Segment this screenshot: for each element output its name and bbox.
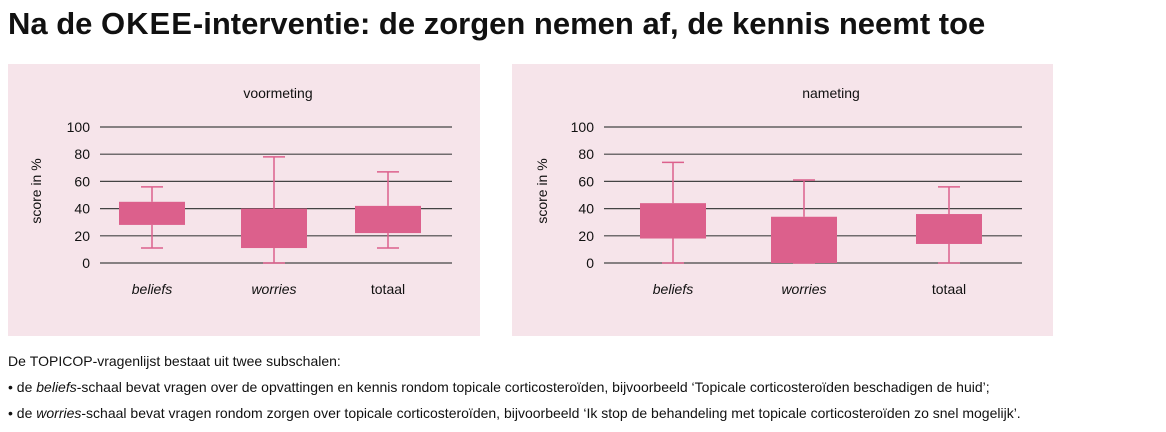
boxplot-voormeting: voormeting 0 20 40 60 80 100 score in % beliefs w… (28, 85, 452, 297)
intro-topicop: TOPICOP (29, 353, 93, 369)
chart-panel-voormeting: voormeting 0 20 40 60 80 100 score in % beliefs w… (8, 64, 480, 336)
boxplot-nameting: nameting 0 20 40 60 80 100 score in % beliefs wor… (534, 85, 1022, 297)
title-prefix: Na de (8, 6, 102, 41)
y-tick-label: 60 (578, 173, 594, 189)
notes-intro: De TOPICOP-vragenlijst bestaat uit twee … (8, 348, 1021, 374)
b2-after: -schaal bevat vragen rondom zorgen over … (81, 405, 1021, 421)
box-iqr (640, 203, 706, 239)
bullet-icon: • (8, 405, 13, 421)
notes-bullet-worries: • de worries-schaal bevat vragen rondom … (8, 400, 1021, 426)
y-tick-label: 20 (578, 228, 594, 244)
b1-after: -schaal bevat vragen over de opvattingen… (76, 379, 990, 395)
box-worries (241, 156, 307, 264)
y-tick-label: 80 (578, 146, 594, 162)
chart-panel-nameting: nameting 0 20 40 60 80 100 score in % beliefs wor… (512, 64, 1053, 336)
box-totaal (355, 171, 421, 249)
x-category-label: worries (251, 281, 296, 297)
chart-title: nameting (802, 85, 860, 101)
intro-after: -vragenlijst bestaat uit twee subschalen… (92, 353, 341, 369)
x-category-label: totaal (371, 281, 405, 297)
box-iqr (916, 214, 982, 244)
title-suffix: -interventie: de zorgen nemen af, de ken… (192, 6, 986, 41)
x-category-label: beliefs (132, 281, 172, 297)
bullet-icon: • (8, 379, 13, 395)
page-title: Na de OKEE-interventie: de zorgen nemen … (8, 6, 985, 42)
y-axis-label: score in % (28, 158, 44, 223)
y-tick-label: 80 (74, 146, 90, 162)
box-iqr (355, 205, 421, 234)
y-tick-label: 20 (74, 228, 90, 244)
notes-section: De TOPICOP-vragenlijst bestaat uit twee … (8, 348, 1021, 426)
chart-title: voormeting (243, 85, 312, 101)
box-iqr (119, 201, 185, 225)
y-tick-label: 60 (74, 173, 90, 189)
box-worries (771, 179, 837, 264)
b1-before: de (12, 379, 37, 395)
x-category-label: worries (781, 281, 826, 297)
box-iqr (771, 216, 837, 263)
b2-before: de (12, 405, 37, 421)
y-tick-label: 0 (82, 255, 90, 271)
notes-bullet-beliefs: • de beliefs-schaal bevat vragen over de… (8, 374, 1021, 400)
intro-before: De (8, 353, 30, 369)
y-tick-label: 100 (571, 119, 595, 135)
b2-term: worries (36, 405, 82, 421)
box-totaal (916, 186, 982, 264)
box-beliefs (640, 161, 706, 264)
box-iqr (241, 208, 307, 249)
box-beliefs (119, 186, 185, 249)
b1-term: beliefs (36, 379, 77, 395)
y-tick-label: 40 (578, 201, 594, 217)
y-tick-label: 0 (586, 255, 594, 271)
y-tick-label: 40 (74, 201, 90, 217)
title-okee: OKEE (101, 6, 193, 41)
x-category-label: totaal (932, 281, 966, 297)
y-tick-label: 100 (67, 119, 91, 135)
y-axis-label: score in % (534, 158, 550, 223)
x-category-label: beliefs (653, 281, 693, 297)
